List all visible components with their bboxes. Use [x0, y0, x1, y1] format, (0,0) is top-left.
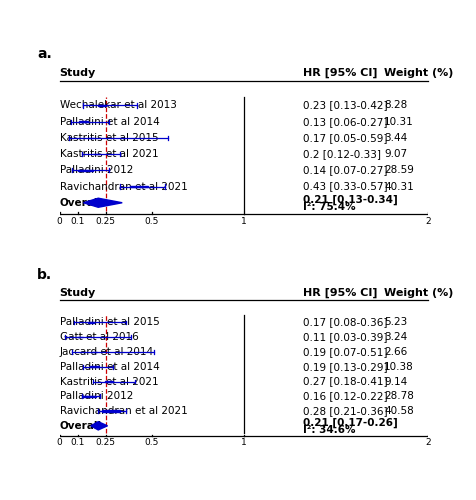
Text: 0.19 [0.13-0.29]: 0.19 [0.13-0.29]	[303, 362, 387, 372]
Text: Jaccard et al 2014: Jaccard et al 2014	[60, 347, 154, 357]
Text: 0.28 [0.21-0.36]: 0.28 [0.21-0.36]	[303, 406, 387, 416]
Text: 3.44: 3.44	[384, 133, 407, 143]
Text: HR [95% CI]: HR [95% CI]	[303, 68, 377, 78]
Text: 1: 1	[241, 216, 247, 226]
Text: Palladini et al 2014: Palladini et al 2014	[60, 116, 159, 126]
Polygon shape	[83, 198, 122, 207]
Text: 0.11 [0.03-0.39]: 0.11 [0.03-0.39]	[303, 332, 387, 342]
Polygon shape	[91, 422, 108, 430]
Bar	[129, 186, 148, 188]
Text: 10.38: 10.38	[384, 362, 414, 372]
Text: 0.13 [0.06-0.27]: 0.13 [0.06-0.27]	[303, 116, 387, 126]
Text: 0: 0	[57, 438, 62, 448]
Text: Kastritis et al 2021: Kastritis et al 2021	[60, 149, 158, 159]
Text: 0.17 [0.08-0.36]: 0.17 [0.08-0.36]	[303, 318, 387, 328]
Text: 0.16 [0.12-0.22]: 0.16 [0.12-0.22]	[303, 392, 387, 402]
Text: 2: 2	[426, 216, 431, 226]
Text: 0.21 [0.13-0.34]: 0.21 [0.13-0.34]	[303, 194, 398, 205]
Text: 0.5: 0.5	[145, 216, 159, 226]
Text: 0.25: 0.25	[96, 216, 116, 226]
Text: a.: a.	[37, 47, 52, 61]
Text: 0.21 [0.17-0.26]: 0.21 [0.17-0.26]	[303, 418, 398, 428]
Text: Ravichandran et al 2021: Ravichandran et al 2021	[60, 182, 187, 192]
Text: 5.23: 5.23	[384, 318, 407, 328]
Text: 0.2 [0.12-0.33]: 0.2 [0.12-0.33]	[303, 149, 381, 159]
Text: Overall: Overall	[60, 421, 101, 431]
Text: b.: b.	[37, 268, 52, 282]
Text: 28.78: 28.78	[384, 392, 414, 402]
Text: Ravichandran et al 2021: Ravichandran et al 2021	[60, 406, 187, 416]
Bar	[82, 396, 96, 397]
Text: 9.14: 9.14	[384, 376, 407, 386]
Text: Kastritis et al 2015: Kastritis et al 2015	[60, 133, 158, 143]
Text: 0.5: 0.5	[145, 438, 159, 448]
Text: 9.07: 9.07	[384, 149, 407, 159]
Text: 0.23 [0.13-0.42]: 0.23 [0.13-0.42]	[303, 100, 387, 110]
Text: 0.27 [0.18-0.41]: 0.27 [0.18-0.41]	[303, 376, 387, 386]
Bar	[78, 170, 92, 171]
Text: 0.14 [0.07-0.27]: 0.14 [0.07-0.27]	[303, 166, 387, 175]
Text: 0.17 [0.05-0.59]: 0.17 [0.05-0.59]	[303, 133, 387, 143]
Bar	[102, 410, 120, 412]
Text: 0.1: 0.1	[71, 438, 85, 448]
Text: 2.66: 2.66	[384, 347, 407, 357]
Text: 0.1: 0.1	[71, 216, 85, 226]
Text: 40.58: 40.58	[384, 406, 414, 416]
Text: 28.59: 28.59	[384, 166, 414, 175]
Bar	[90, 366, 99, 367]
Text: 0.43 [0.33-0.57]: 0.43 [0.33-0.57]	[303, 182, 387, 192]
Text: 10.31: 10.31	[384, 116, 414, 126]
Bar	[106, 381, 113, 382]
Text: Palladini et al 2014: Palladini et al 2014	[60, 362, 159, 372]
Text: Gatt et al 2016: Gatt et al 2016	[60, 332, 138, 342]
Text: Weight (%): Weight (%)	[384, 288, 454, 298]
Text: Weight (%): Weight (%)	[384, 68, 454, 78]
Text: 8.28: 8.28	[384, 100, 407, 110]
Text: Palladini 2012: Palladini 2012	[60, 166, 133, 175]
Text: I²: 34.6%: I²: 34.6%	[303, 425, 356, 435]
Text: HR [95% CI]: HR [95% CI]	[303, 288, 377, 298]
Text: I²: 75.4%: I²: 75.4%	[303, 202, 356, 212]
Text: Kastritis et al 2021: Kastritis et al 2021	[60, 376, 158, 386]
Bar	[98, 105, 106, 106]
Text: 0.25: 0.25	[96, 438, 116, 448]
Text: Overall: Overall	[60, 198, 101, 207]
Text: 2: 2	[426, 438, 431, 448]
Text: 40.31: 40.31	[384, 182, 414, 192]
Text: Study: Study	[60, 288, 96, 298]
Text: Study: Study	[60, 68, 96, 78]
Text: Palladini 2012: Palladini 2012	[60, 392, 133, 402]
Text: 0.19 [0.07-0.51]: 0.19 [0.07-0.51]	[303, 347, 387, 357]
Text: 3.24: 3.24	[384, 332, 407, 342]
Text: Wechalekar et al 2013: Wechalekar et al 2013	[60, 100, 177, 110]
Text: Palladini et al 2015: Palladini et al 2015	[60, 318, 159, 328]
Bar	[88, 322, 94, 323]
Text: 0: 0	[57, 216, 62, 226]
Text: 1: 1	[241, 438, 247, 448]
